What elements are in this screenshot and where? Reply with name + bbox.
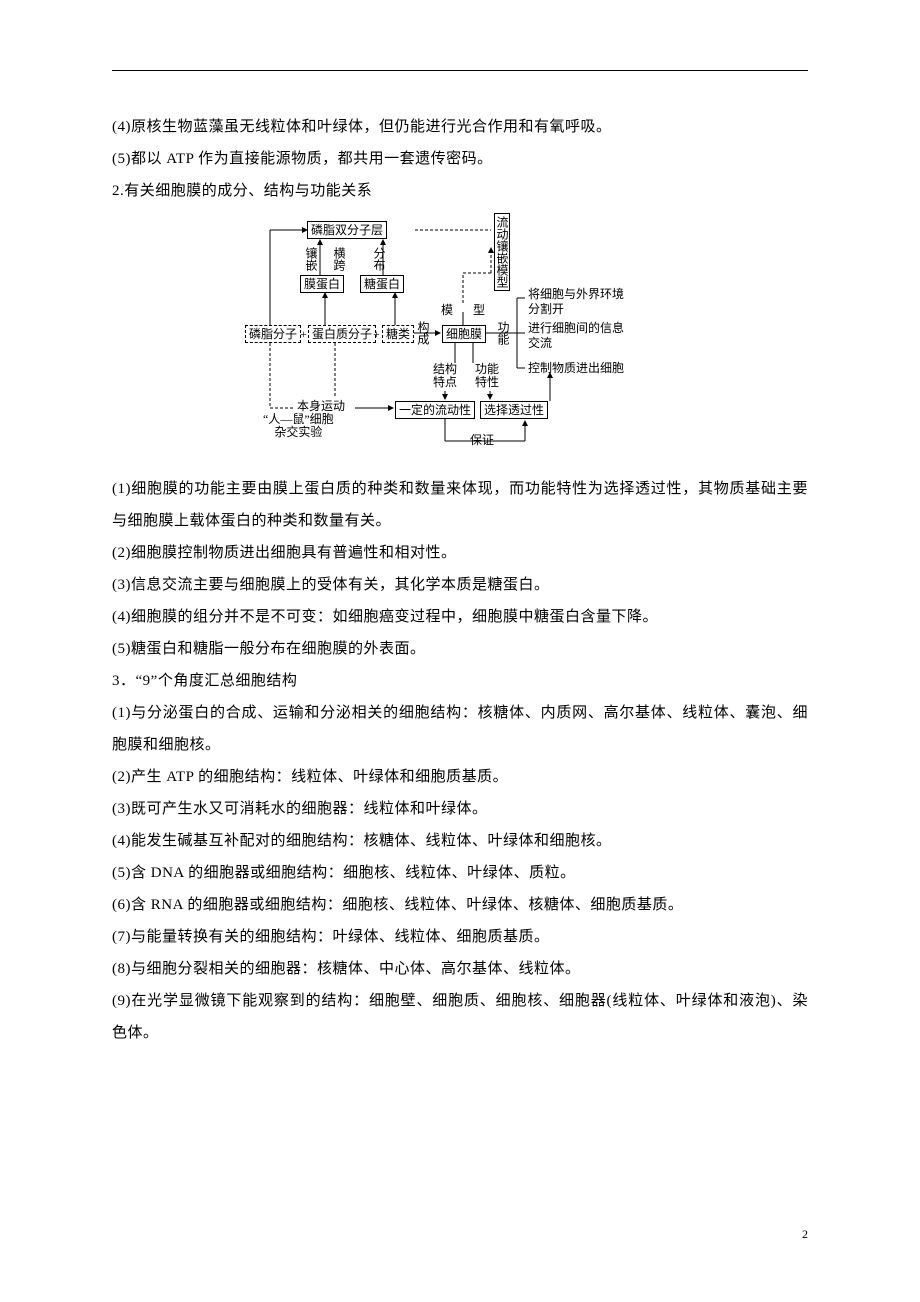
text-line: (2)产生 ATP 的细胞结构：线粒体、叶绿体和细胞质基质。 bbox=[112, 761, 808, 793]
label-function: 功能 bbox=[497, 321, 509, 345]
text-line: (8)与细胞分裂相关的细胞器：核糖体、中心体、高尔基体、线粒体。 bbox=[112, 953, 808, 985]
pre-diagram-block: (4)原核生物蓝藻虽无线粒体和叶绿体，但仍能进行光合作用和有氧呼吸。 (5)都以… bbox=[112, 111, 808, 207]
text-line: (4)能发生碱基互补配对的细胞结构：核糖体、线粒体、叶绿体和细胞核。 bbox=[112, 825, 808, 857]
text-line: (9)在光学显微镜下能观察到的结构：细胞壁、细胞质、细胞核、细胞器(线粒体、叶绿… bbox=[112, 985, 808, 1049]
text-line: (7)与能量转换有关的细胞结构：叶绿体、线粒体、细胞质基质。 bbox=[112, 921, 808, 953]
func-separate: 将细胞与外界环境分割开 bbox=[528, 287, 624, 317]
box-fluid-mosaic-model: 流动镶嵌模型 bbox=[494, 213, 510, 291]
label-guarantee: 保证 bbox=[470, 433, 494, 447]
plus-2: + bbox=[373, 327, 380, 341]
box-phospholipid-molecule: 磷脂分子 bbox=[245, 325, 301, 343]
post-diagram-block: (1)细胞膜的功能主要由膜上蛋白质的种类和数量来体现，而功能特性为选择透过性，其… bbox=[112, 473, 808, 1049]
text-line: (1)与分泌蛋白的合成、运输和分泌相关的细胞结构：核糖体、内质网、高尔基体、线粒… bbox=[112, 697, 808, 761]
label-model: 模 型 bbox=[441, 303, 489, 317]
label-compose: 构成 bbox=[417, 321, 429, 345]
label-distribution: 分布 bbox=[373, 247, 385, 271]
text-line: 3．“9”个角度汇总细胞结构 bbox=[112, 665, 808, 697]
label-structure-feature: 结构特点 bbox=[433, 363, 457, 389]
page-number: 2 bbox=[802, 1227, 808, 1242]
box-cell-membrane: 细胞膜 bbox=[442, 325, 486, 343]
func-info-text: 进行细胞间的信息交流 bbox=[528, 321, 624, 350]
box-membrane-protein: 膜蛋白 bbox=[300, 275, 344, 293]
label-inlay: 镶嵌 bbox=[305, 247, 317, 271]
box-selective-permeability: 选择透过性 bbox=[480, 401, 548, 419]
text-line: (4)原核生物蓝藻虽无线粒体和叶绿体，但仍能进行光合作用和有氧呼吸。 bbox=[112, 111, 808, 143]
text-line: (3)既可产生水又可消耗水的细胞器：线粒体和叶绿体。 bbox=[112, 793, 808, 825]
membrane-diagram: 磷脂双分子层 镶嵌 横跨 分布 膜蛋白 糖蛋白 磷脂分子 + 蛋白质分子 + 糖… bbox=[245, 213, 675, 463]
box-protein-molecule: 蛋白质分子 bbox=[308, 325, 376, 343]
text-line: (6)含 RNA 的细胞器或细胞结构：细胞核、线粒体、叶绿体、核糖体、细胞质基质… bbox=[112, 889, 808, 921]
text-line: (4)细胞膜的组分并不是不可变：如细胞癌变过程中，细胞膜中糖蛋白含量下降。 bbox=[112, 601, 808, 633]
func-separate-text: 将细胞与外界环境分割开 bbox=[528, 287, 624, 316]
diagram-container: 磷脂双分子层 镶嵌 横跨 分布 膜蛋白 糖蛋白 磷脂分子 + 蛋白质分子 + 糖… bbox=[112, 213, 808, 463]
text-line: (5)含 DNA 的细胞器或细胞结构：细胞核、线粒体、叶绿体、质粒。 bbox=[112, 857, 808, 889]
text-line: (5)糖蛋白和糖脂一般分布在细胞膜的外表面。 bbox=[112, 633, 808, 665]
text-line: (3)信息交流主要与细胞膜上的受体有关，其化学本质是糖蛋白。 bbox=[112, 569, 808, 601]
plus-1: + bbox=[300, 327, 307, 341]
box-sugar: 糖类 bbox=[382, 325, 414, 343]
text-line: (5)都以 ATP 作为直接能源物质，都共用一套遗传密码。 bbox=[112, 143, 808, 175]
box-glycoprotein: 糖蛋白 bbox=[360, 275, 404, 293]
top-rule bbox=[112, 70, 808, 71]
label-function-feature: 功能特性 bbox=[475, 363, 499, 389]
func-control: 控制物质进出细胞 bbox=[528, 361, 624, 375]
label-human-mouse: “人—鼠”细胞杂交实验 bbox=[263, 413, 334, 439]
text-line: 2.有关细胞膜的成分、结构与功能关系 bbox=[112, 175, 808, 207]
label-span: 横跨 bbox=[333, 247, 345, 271]
box-phospholipid-bilayer: 磷脂双分子层 bbox=[307, 221, 387, 239]
box-fluidity: 一定的流动性 bbox=[395, 401, 475, 419]
label-self-movement: 本身运动 bbox=[297, 399, 345, 413]
text-line: (1)细胞膜的功能主要由膜上蛋白质的种类和数量来体现，而功能特性为选择透过性，其… bbox=[112, 473, 808, 537]
func-info: 进行细胞间的信息交流 bbox=[528, 321, 624, 351]
text-line: (2)细胞膜控制物质进出细胞具有普遍性和相对性。 bbox=[112, 537, 808, 569]
